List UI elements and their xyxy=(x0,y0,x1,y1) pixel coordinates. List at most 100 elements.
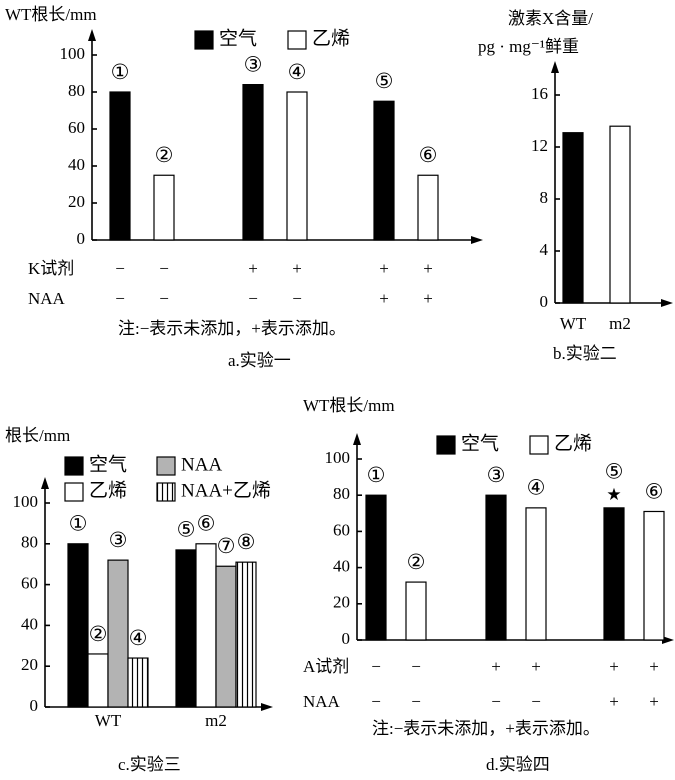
treatment-sign: − xyxy=(411,692,421,711)
bar-label: ③ xyxy=(109,528,128,552)
caption: a.实验一 xyxy=(228,351,291,370)
bar-label: ② xyxy=(407,550,426,574)
axis-arrow xyxy=(41,477,49,489)
y-tick-label: 0 xyxy=(77,229,86,248)
y-axis-label: 根长/mm xyxy=(5,426,70,445)
legend-label: 空气 xyxy=(89,453,127,475)
bar xyxy=(643,510,665,641)
y-tick-label: 0 xyxy=(540,292,549,311)
bar xyxy=(107,559,129,708)
treatment-sign: + xyxy=(531,657,541,676)
bar xyxy=(242,83,264,241)
note: 注:−表示未添加，+表示添加。 xyxy=(372,719,600,738)
treatment-sign: + xyxy=(423,259,433,278)
treatment-sign: + xyxy=(423,289,433,308)
y-axis-label: 激素X含量/ xyxy=(508,9,593,28)
treatment-label: K试剂 xyxy=(28,259,74,278)
treatment-sign: − xyxy=(371,692,381,711)
bar-label: ⑦ xyxy=(217,534,236,558)
legend-label: NAA xyxy=(181,454,222,475)
bar xyxy=(215,565,237,708)
treatment-sign: + xyxy=(609,657,619,676)
bar-label: ② xyxy=(89,622,108,646)
bar xyxy=(87,653,109,708)
bar xyxy=(603,507,625,641)
y-tick-label: 40 xyxy=(21,614,38,633)
treatment-label: NAA xyxy=(303,692,341,711)
y-tick-label: 20 xyxy=(21,655,38,674)
legend-label: 空气 xyxy=(461,432,499,454)
treatment-sign: + xyxy=(491,657,501,676)
caption: d.实验四 xyxy=(486,755,550,774)
bar-label: ⑤ xyxy=(605,460,624,484)
treatment-sign: − xyxy=(292,289,302,308)
bar-label: ① xyxy=(69,512,88,536)
bar-label: ⑤ xyxy=(375,69,394,93)
treatment-sign: − xyxy=(371,657,381,676)
y-tick-label: 80 xyxy=(333,484,350,503)
y-tick-label: 0 xyxy=(30,696,39,715)
x-tick-label: WT xyxy=(95,711,122,730)
bar xyxy=(109,91,131,241)
treatment-sign: − xyxy=(159,289,169,308)
bar xyxy=(373,100,395,241)
treatment-sign: − xyxy=(115,289,125,308)
legend-label: 乙烯 xyxy=(89,479,127,501)
legend-swatch xyxy=(529,435,549,455)
treatment-sign: + xyxy=(248,259,258,278)
legend-label: 乙烯 xyxy=(312,27,350,49)
bar xyxy=(153,174,175,241)
legend-swatch xyxy=(156,456,176,476)
y-tick-label: 100 xyxy=(13,492,39,511)
legend-label: 乙烯 xyxy=(554,432,592,454)
y-tick-label: 20 xyxy=(68,192,85,211)
caption: c.实验三 xyxy=(118,755,181,774)
treatment-sign: − xyxy=(248,289,258,308)
bar-label: ⑥ xyxy=(645,479,664,503)
axis-arrow xyxy=(662,636,674,644)
x-tick-label: WT xyxy=(560,314,587,333)
axis-arrow xyxy=(261,703,273,711)
note: 注:−表示未添加，+表示添加。 xyxy=(118,319,346,338)
y-tick-label: 80 xyxy=(68,81,85,100)
treatment-sign: − xyxy=(531,692,541,711)
bar-label: ③ xyxy=(487,463,506,487)
y-tick-label: 100 xyxy=(60,44,86,63)
bar-label: ① xyxy=(111,60,130,84)
y-tick-label: 80 xyxy=(21,533,38,552)
bar xyxy=(175,549,197,708)
bar xyxy=(562,132,584,304)
treatment-sign: − xyxy=(411,657,421,676)
axis-arrow xyxy=(88,29,96,41)
y-axis-label: WT根长/mm xyxy=(5,5,97,24)
treatment-label: NAA xyxy=(28,289,66,308)
axis-arrow xyxy=(353,433,361,445)
bar-label: ⑥ xyxy=(197,512,216,536)
y-axis-label: pg · mg⁻¹鲜重 xyxy=(478,37,579,56)
y-tick-label: 8 xyxy=(540,188,549,207)
legend-label: NAA+乙烯 xyxy=(181,479,271,501)
treatment-sign: + xyxy=(292,259,302,278)
x-tick-label: m2 xyxy=(205,711,227,730)
bar xyxy=(127,657,149,708)
y-tick-label: 16 xyxy=(531,84,548,103)
bar-label: ④ xyxy=(527,476,546,500)
axis-arrow xyxy=(471,236,483,244)
caption: b.实验二 xyxy=(553,344,617,363)
bar-label: ④ xyxy=(129,626,148,650)
star-marker: ★ xyxy=(606,485,621,504)
bar xyxy=(195,543,217,708)
treatment-sign: + xyxy=(649,692,659,711)
bar-label: ⑥ xyxy=(419,143,438,167)
bar xyxy=(417,174,439,241)
bar-label: ① xyxy=(367,463,386,487)
bar-label: ⑤ xyxy=(177,518,196,542)
treatment-sign: + xyxy=(379,259,389,278)
bar xyxy=(485,494,507,641)
bar xyxy=(67,543,89,708)
x-tick-label: m2 xyxy=(609,314,631,333)
y-tick-label: 40 xyxy=(68,155,85,174)
legend-swatch xyxy=(64,482,84,502)
treatment-sign: − xyxy=(491,692,501,711)
